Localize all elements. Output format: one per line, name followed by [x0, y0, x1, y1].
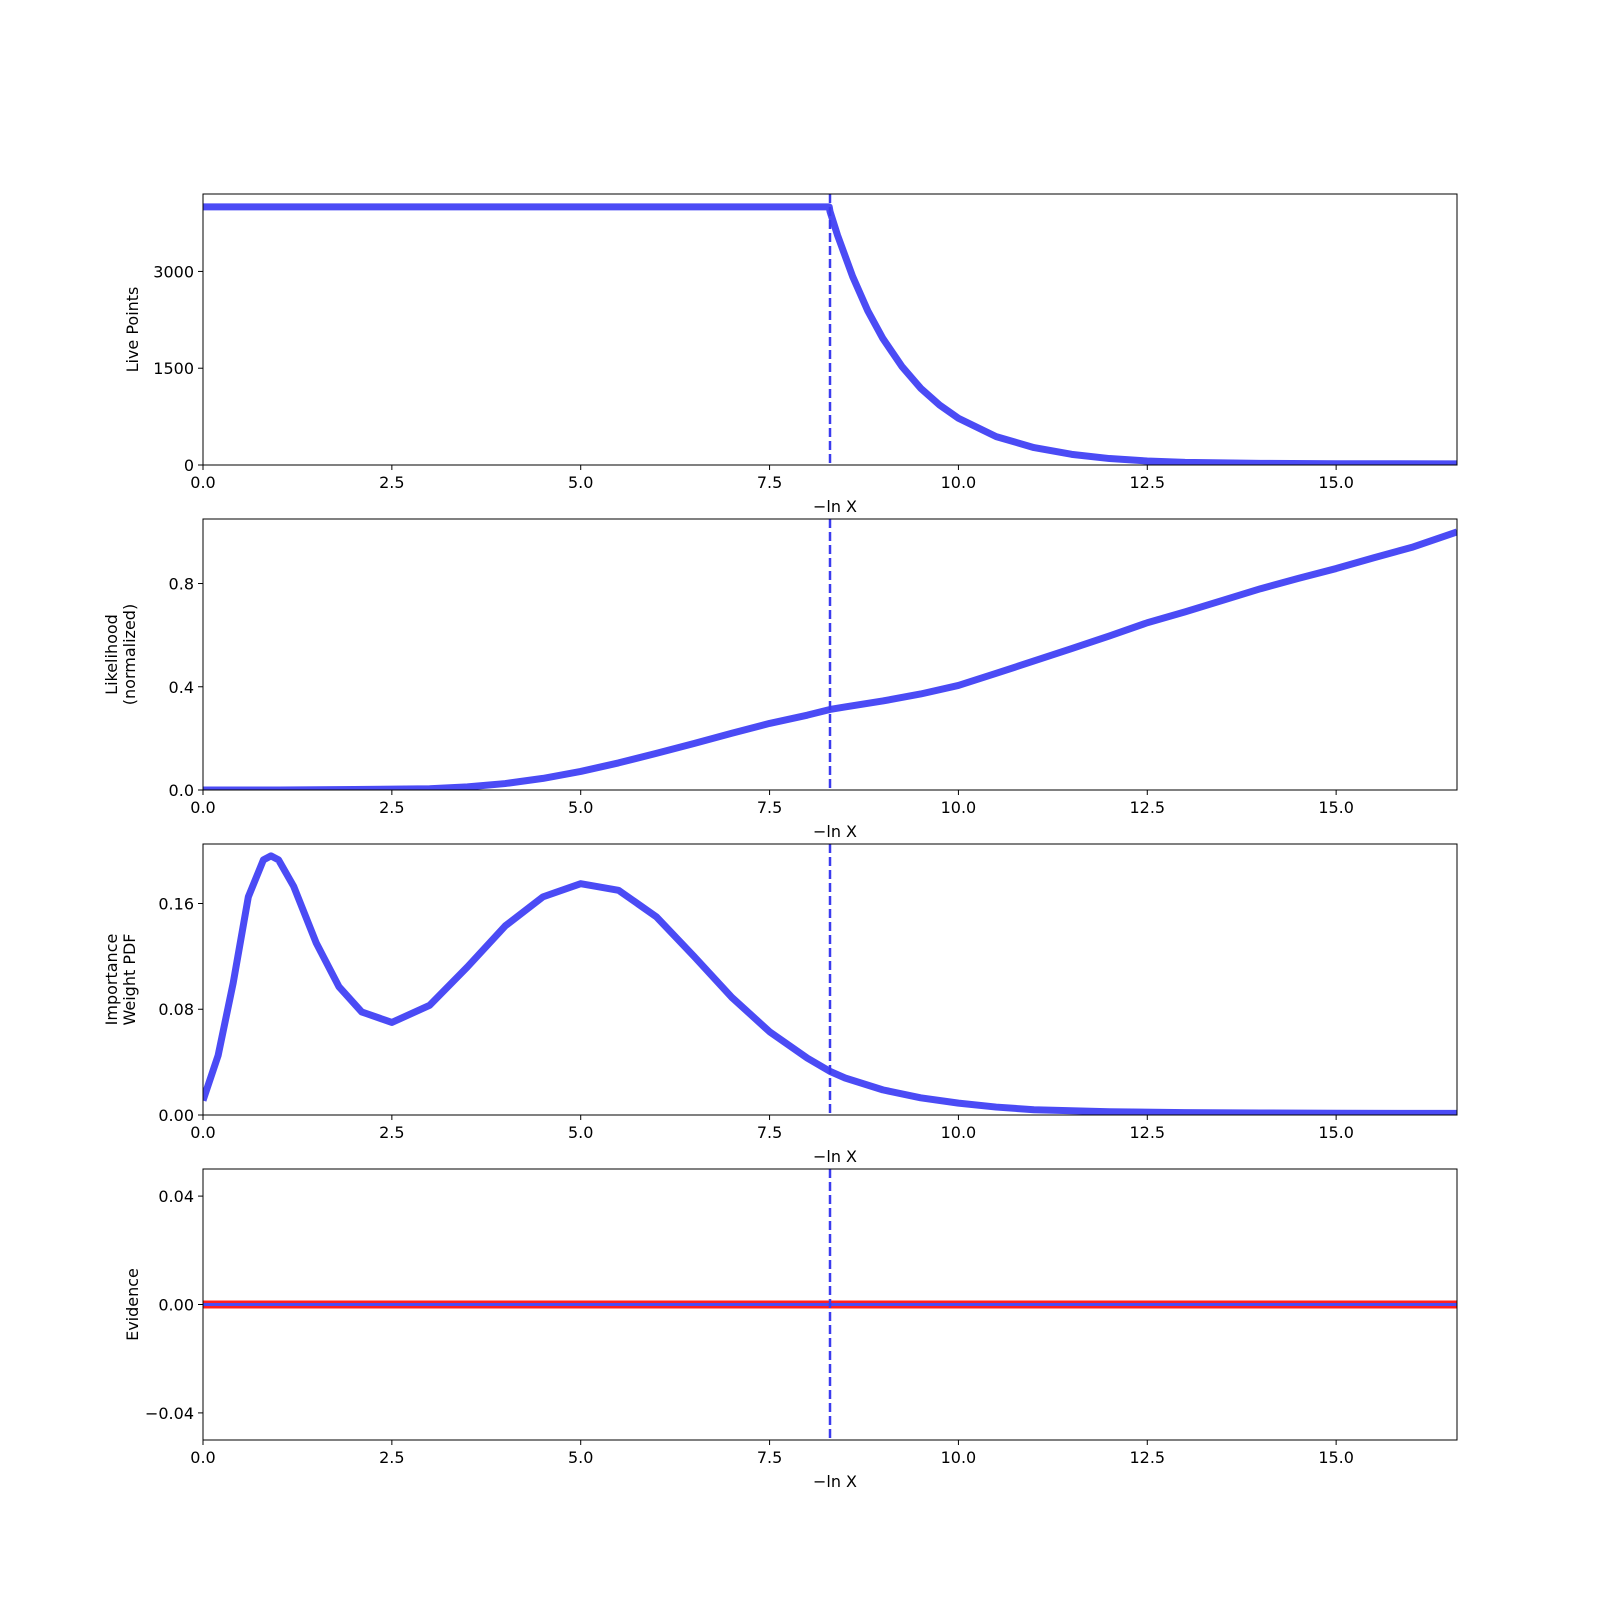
x-tick-label: 10.0 — [941, 798, 977, 817]
x-tick-label: 12.5 — [1129, 1123, 1165, 1142]
x-axis-label: −ln X — [813, 822, 857, 841]
plot-frame — [202, 843, 1458, 1116]
x-tick-label: 0.0 — [190, 798, 215, 817]
y-axis-label: Weight PDF — [120, 934, 139, 1026]
y-tick-label: 0.4 — [169, 678, 194, 697]
x-tick-label: 7.5 — [757, 1448, 782, 1467]
x-tick-label: 2.5 — [379, 1448, 404, 1467]
x-axis-label: −ln X — [813, 1472, 857, 1491]
y-tick-label: 0 — [184, 456, 194, 475]
plot-frame — [202, 193, 1458, 466]
x-tick-label: 0.0 — [190, 473, 215, 492]
x-tick-label: 7.5 — [757, 1123, 782, 1142]
x-tick-label: 15.0 — [1318, 798, 1354, 817]
y-tick-label: 0.04 — [158, 1187, 194, 1206]
x-tick-label: 2.5 — [379, 473, 404, 492]
x-tick-label: 12.5 — [1129, 798, 1165, 817]
plot-frame — [202, 518, 1458, 791]
x-tick-label: 5.0 — [568, 1448, 593, 1467]
x-tick-label: 15.0 — [1318, 1448, 1354, 1467]
x-tick-label: 10.0 — [941, 1123, 977, 1142]
x-tick-label: 5.0 — [568, 1123, 593, 1142]
x-axis-label: −ln X — [813, 497, 857, 516]
x-tick-label: 12.5 — [1129, 1448, 1165, 1467]
x-tick-label: 7.5 — [757, 798, 782, 817]
x-tick-label: 5.0 — [568, 473, 593, 492]
y-tick-label: 3000 — [153, 262, 194, 281]
y-tick-label: −0.04 — [145, 1404, 194, 1423]
y-tick-label: 0.08 — [158, 1000, 194, 1019]
y-axis-label: Evidence — [123, 1268, 142, 1341]
panel-importance-weight: 0.0 2.5 5.0 7.5 10.0 12.5 15.0 0.00 0.08 0.16 −ln … — [102, 843, 1458, 1166]
x-tick-label: 10.0 — [941, 1448, 977, 1467]
y-axis-label: Live Points — [123, 287, 142, 373]
y-tick-label: 1500 — [153, 359, 194, 378]
y-axis-label: (normalized) — [120, 604, 139, 705]
y-tick-label: 0.0 — [169, 781, 194, 800]
x-tick-label: 2.5 — [379, 1123, 404, 1142]
y-tick-label: 0.00 — [158, 1296, 194, 1315]
y-tick-label: 0.00 — [158, 1106, 194, 1125]
x-tick-label: 5.0 — [568, 798, 593, 817]
y-tick-label: 0.16 — [158, 894, 194, 913]
y-tick-label: 0.8 — [169, 575, 194, 594]
series-line-1 — [203, 852, 1457, 1115]
x-tick-label: 0.0 — [190, 1448, 215, 1467]
series-line-1 — [203, 528, 1457, 790]
series-line-1 — [203, 203, 1457, 465]
x-axis-label: −ln X — [813, 1147, 857, 1166]
y-axis-label: Importance — [102, 934, 121, 1026]
y-axis-label: Likelihood — [102, 614, 121, 695]
x-tick-label: 7.5 — [757, 473, 782, 492]
x-tick-label: 15.0 — [1318, 473, 1354, 492]
panel-evidence: 0.0 2.5 5.0 7.5 10.0 12.5 15.0 −0.04 0.00 0.04 −ln… — [123, 1168, 1458, 1491]
x-tick-label: 2.5 — [379, 798, 404, 817]
x-tick-label: 15.0 — [1318, 1123, 1354, 1142]
panel-likelihood: 0.0 2.5 5.0 7.5 10.0 12.5 15.0 0.0 0.4 0.8 −ln X Li… — [102, 518, 1458, 841]
x-tick-label: 12.5 — [1129, 473, 1165, 492]
x-tick-label: 0.0 — [190, 1123, 215, 1142]
x-tick-label: 10.0 — [941, 473, 977, 492]
panel-live-points: 0.0 2.5 5.0 7.5 10.0 12.5 15.0 0 1500 3000 −ln X Li… — [123, 193, 1458, 516]
